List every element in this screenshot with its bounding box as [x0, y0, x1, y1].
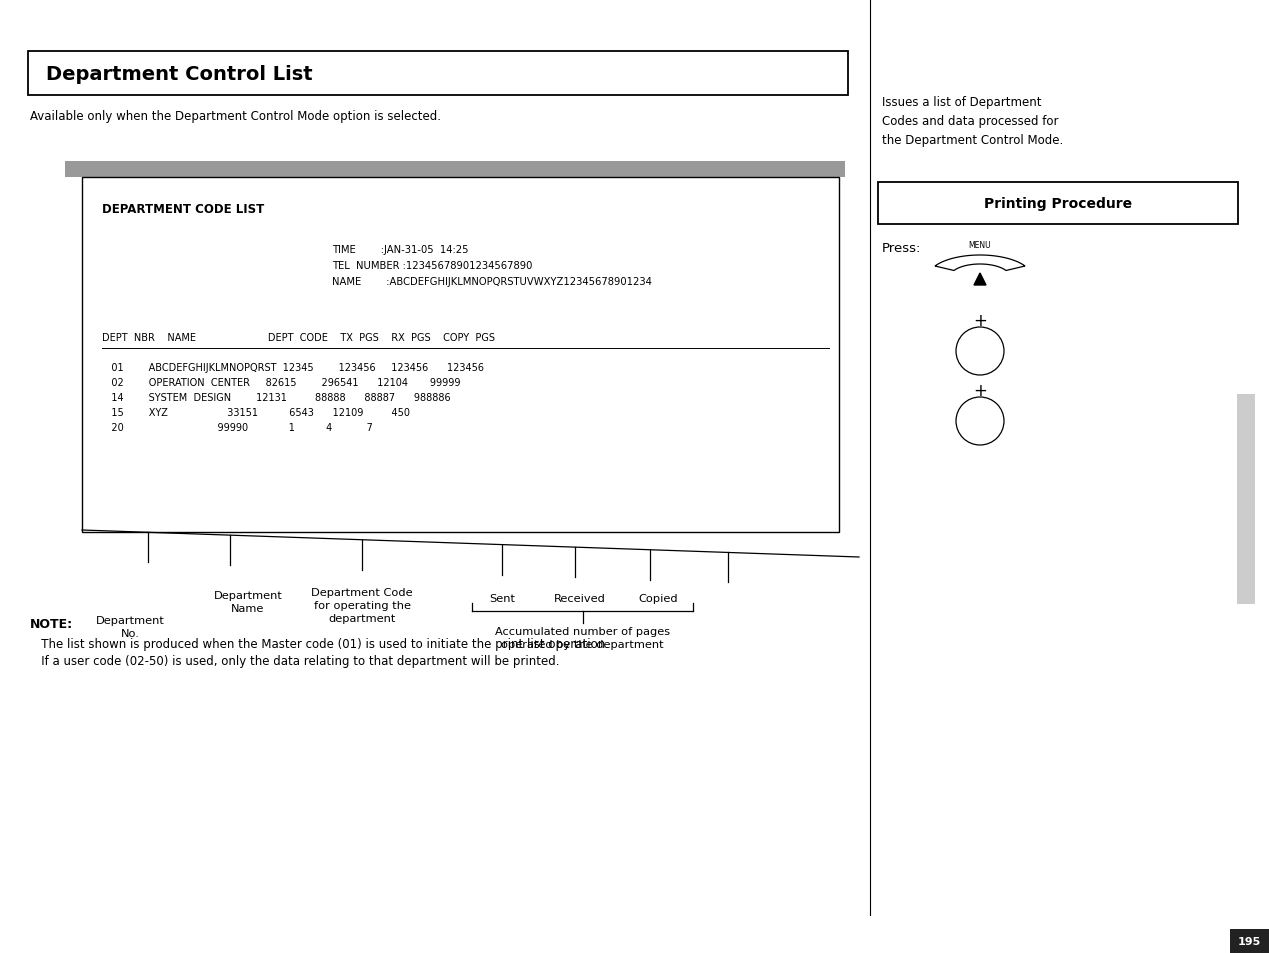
Text: NAME        :ABCDEFGHIJKLMNOPQRSTUVWXYZ12345678901234: NAME :ABCDEFGHIJKLMNOPQRSTUVWXYZ12345678…: [332, 276, 652, 287]
Text: 02        OPERATION  CENTER     82615        296541      12104       99999: 02 OPERATION CENTER 82615 296541 12104 9…: [102, 377, 461, 388]
Text: If a user code (02-50) is used, only the data relating to that department will b: If a user code (02-50) is used, only the…: [30, 655, 560, 667]
Text: Copied: Copied: [638, 594, 678, 603]
Bar: [65, 162, 845, 178]
Text: Available only when the Department Control Mode option is selected.: Available only when the Department Contr…: [30, 110, 442, 123]
Text: Received: Received: [555, 594, 605, 603]
Text: Sent: Sent: [489, 594, 515, 603]
Text: DEPT  NBR    NAME                       DEPT  CODE    TX  PGS    RX  PGS    COPY: DEPT NBR NAME DEPT CODE TX PGS RX PGS CO…: [102, 333, 495, 343]
Text: 01        ABCDEFGHIJKLMNOPQRST  12345        123456     123456      123456: 01 ABCDEFGHIJKLMNOPQRST 12345 123456 123…: [102, 363, 483, 373]
Text: Department
No.: Department No.: [95, 616, 165, 639]
Text: 20                              99990             1          4           7: 20 99990 1 4 7: [102, 422, 373, 433]
Text: NOTE:: NOTE:: [30, 618, 74, 630]
Bar: [82, 178, 839, 533]
Text: Issues a list of Department
Codes and data processed for
the Department Control : Issues a list of Department Codes and da…: [882, 96, 1063, 147]
Text: TEL  NUMBER :12345678901234567890: TEL NUMBER :12345678901234567890: [332, 261, 533, 271]
Circle shape: [956, 397, 1004, 446]
Text: +: +: [973, 381, 987, 399]
Text: Department Code
for operating the
department: Department Code for operating the depart…: [311, 587, 412, 624]
Text: 2: 2: [975, 343, 986, 360]
Bar: [1237, 395, 1255, 604]
Text: 15        XYZ                   33151          6543      12109         450: 15 XYZ 33151 6543 12109 450: [102, 408, 410, 417]
Text: Printing Procedure: Printing Procedure: [983, 196, 1132, 211]
Text: Press:: Press:: [882, 242, 921, 254]
Text: Department Control List: Department Control List: [46, 65, 312, 84]
Text: 14        SYSTEM  DESIGN        12131         88888      88887      988886: 14 SYSTEM DESIGN 12131 88888 88887 98888…: [102, 393, 450, 402]
Text: Department
Name: Department Name: [213, 590, 283, 614]
Text: 195: 195: [1237, 936, 1260, 946]
Text: Accumulated number of pages
operated by the department: Accumulated number of pages operated by …: [495, 626, 670, 650]
Text: The list shown is produced when the Master code (01) is used to initiate the pri: The list shown is produced when the Mast…: [30, 638, 609, 650]
Text: +: +: [973, 312, 987, 330]
Bar: [878, 183, 1239, 225]
Polygon shape: [975, 274, 986, 286]
Text: TIME        :JAN-31-05  14:25: TIME :JAN-31-05 14:25: [332, 245, 468, 254]
Bar: [28, 52, 848, 96]
Text: 3: 3: [975, 413, 986, 431]
Text: MENU: MENU: [968, 241, 991, 250]
Bar: [1230, 929, 1269, 953]
Text: DEPARTMENT CODE LIST: DEPARTMENT CODE LIST: [102, 203, 264, 215]
Polygon shape: [935, 255, 1025, 272]
Circle shape: [956, 328, 1004, 375]
